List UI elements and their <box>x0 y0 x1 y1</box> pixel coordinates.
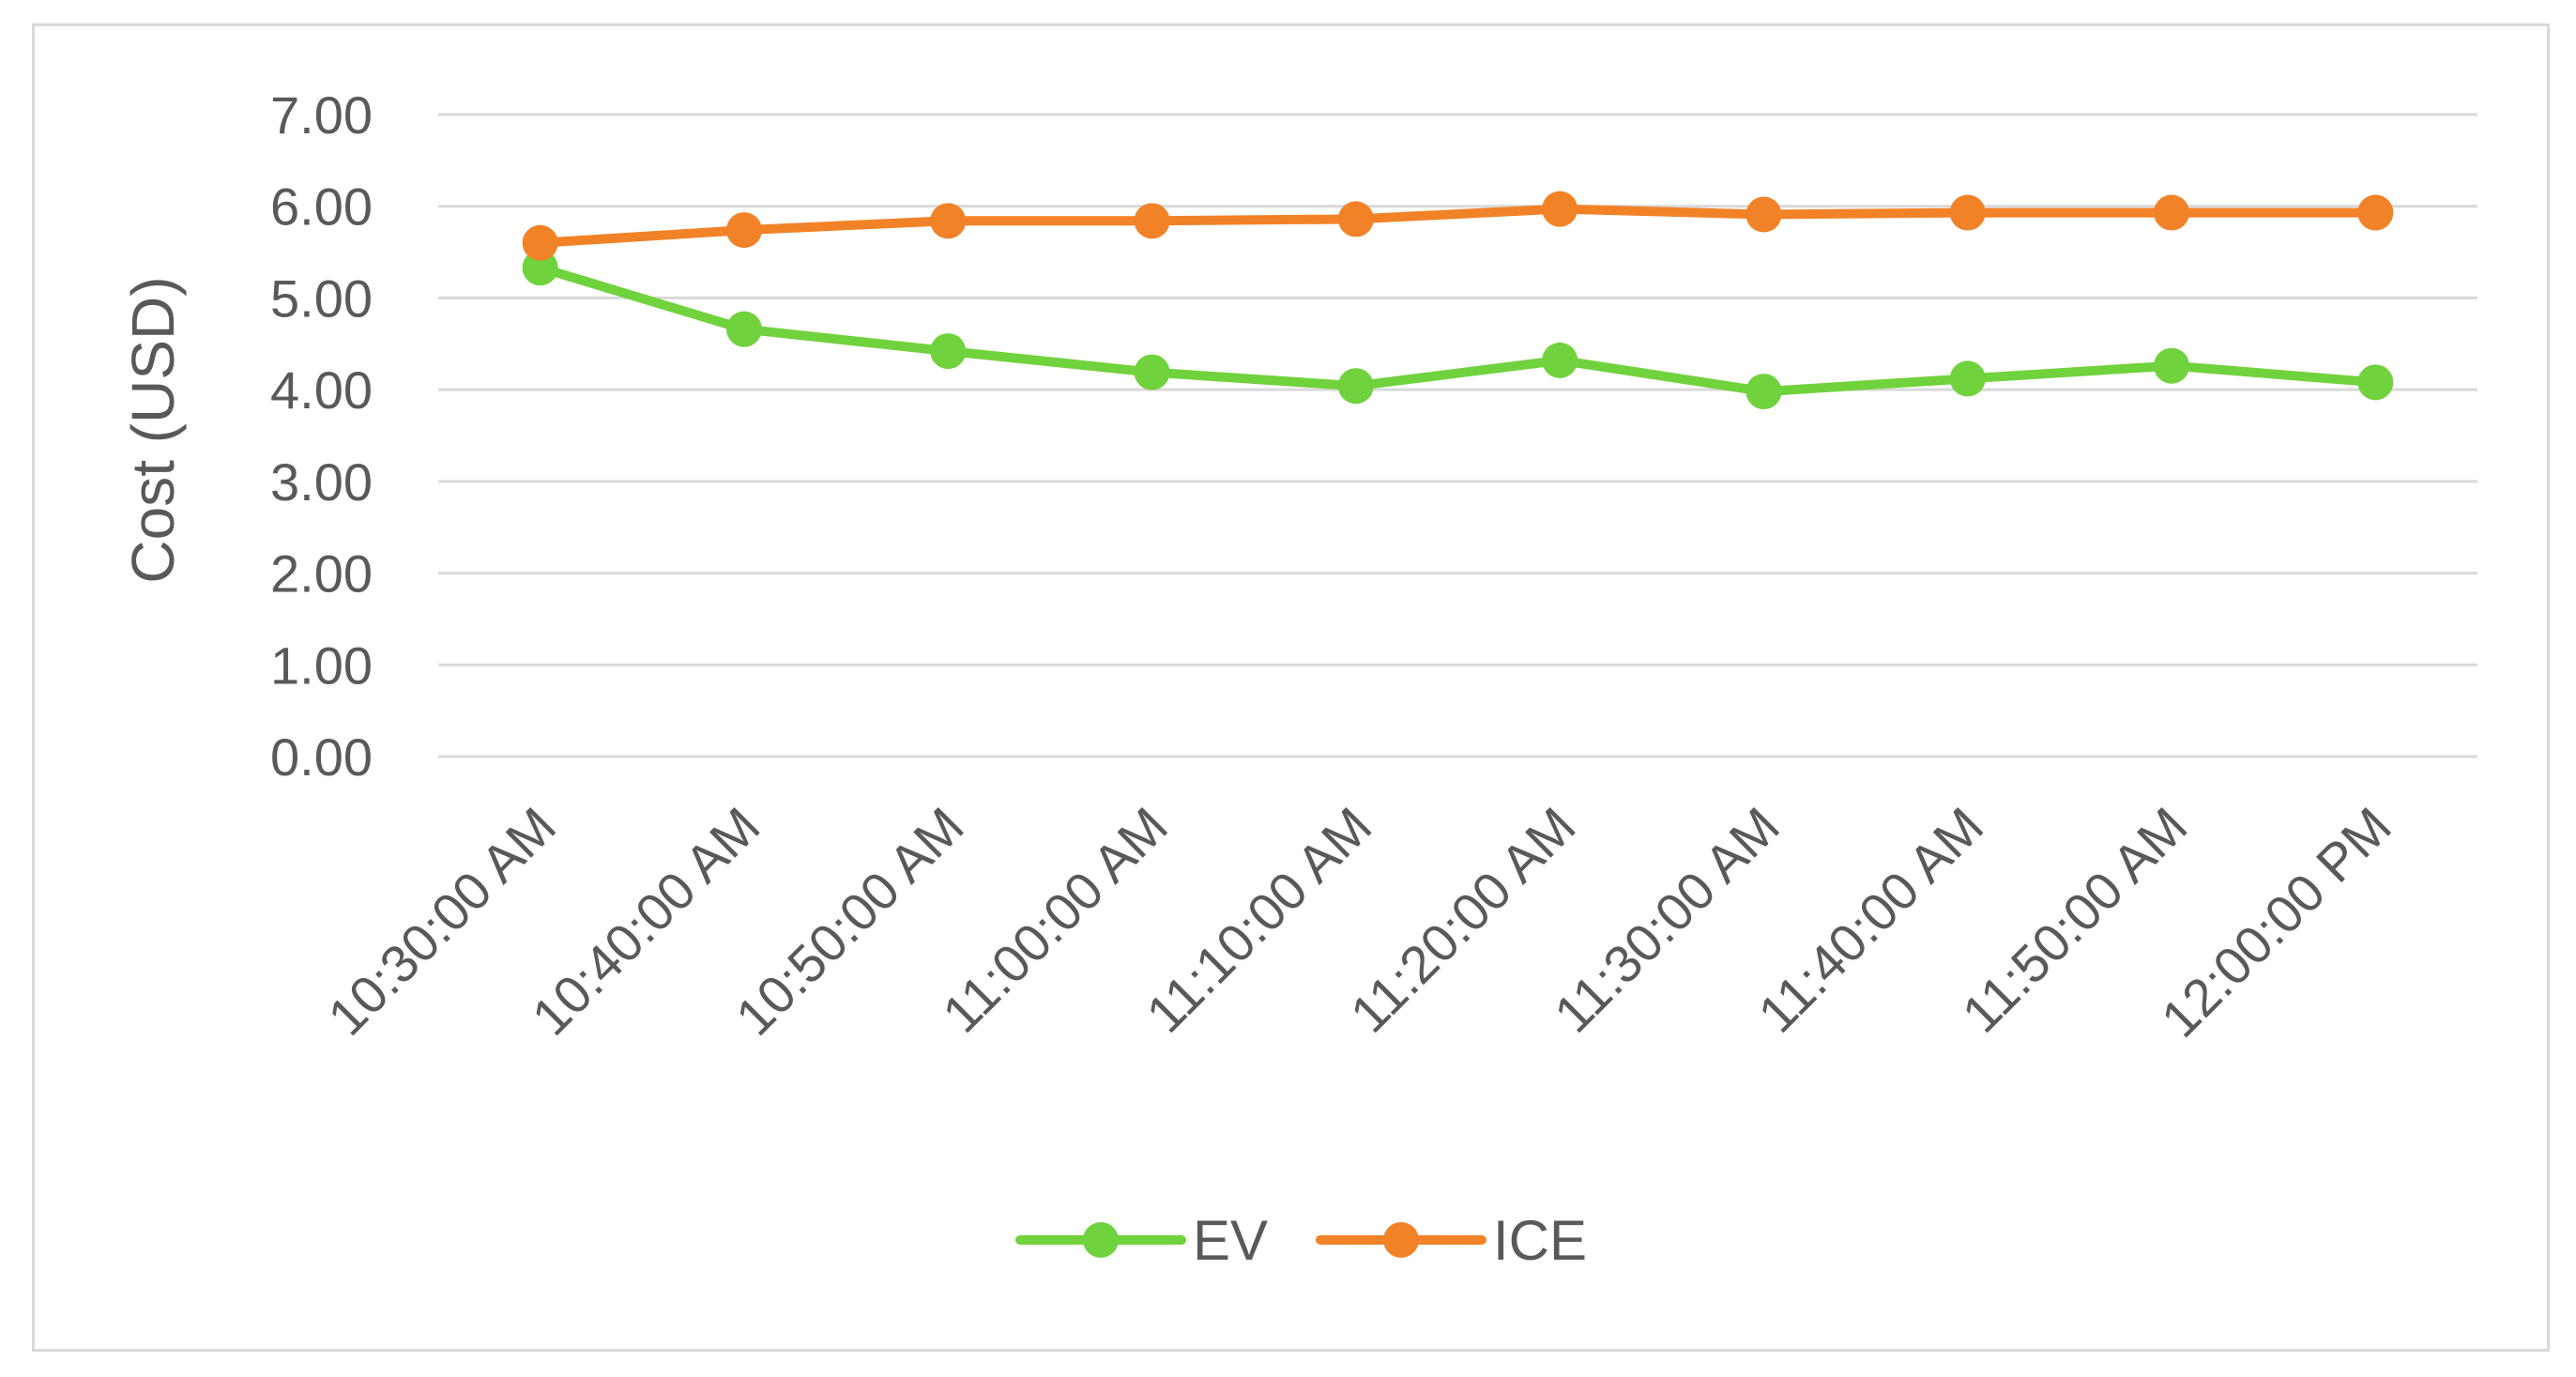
y-tick-label: 2.00 <box>270 544 373 604</box>
legend-label-ev: EV <box>1193 1209 1268 1272</box>
y-tick-label: 1.00 <box>270 635 373 695</box>
y-tick-label: 0.00 <box>270 727 373 787</box>
data-point-ice <box>1542 191 1578 227</box>
data-point-ev <box>1745 374 1782 410</box>
data-point-ev <box>1337 368 1374 405</box>
y-axis-tick-labels: 0.00 1.00 2.00 3.00 4.00 5.00 6.00 7.00 <box>270 85 373 787</box>
legend-label-ice: ICE <box>1493 1209 1587 1272</box>
series-line-ev <box>535 263 2381 397</box>
data-point-ev <box>1949 360 1986 397</box>
line-chart: 0.00 1.00 2.00 3.00 4.00 5.00 6.00 7.00 10:30:0… <box>119 85 2477 1272</box>
series-lines <box>522 191 2394 410</box>
data-point-ice <box>2357 194 2394 231</box>
chart-frame: 0.00 1.00 2.00 3.00 4.00 5.00 6.00 7.00 10:30:0… <box>32 23 2550 1352</box>
data-point-ev <box>725 311 762 347</box>
y-axis-title: Cost (USD) <box>119 276 187 583</box>
data-point-ice <box>1337 201 1374 237</box>
y-tick-label: 3.00 <box>270 452 373 512</box>
data-point-ice <box>725 212 762 249</box>
gridlines <box>438 113 2477 758</box>
y-tick-label: 6.00 <box>270 177 373 237</box>
data-point-ev <box>1542 342 1578 378</box>
y-tick-label: 5.00 <box>270 268 373 328</box>
data-point-ev <box>2154 347 2190 384</box>
legend: EV ICE <box>1015 1209 1587 1272</box>
y-tick-label: 4.00 <box>270 360 373 420</box>
legend-marker-ev <box>1083 1222 1119 1258</box>
series-line-ice <box>535 204 2381 248</box>
y-tick-label: 7.00 <box>270 85 373 145</box>
data-point-ice <box>522 224 558 261</box>
data-point-ev <box>1134 354 1170 390</box>
data-point-ice <box>1745 196 1782 233</box>
data-point-ice <box>1949 194 1986 231</box>
data-point-ice <box>930 203 967 239</box>
data-point-ev <box>2357 364 2394 401</box>
legend-marker-ice <box>1383 1222 1419 1258</box>
data-point-ev <box>522 250 558 286</box>
data-point-ev <box>930 333 967 370</box>
data-point-ice <box>1134 203 1170 239</box>
data-point-ice <box>2154 194 2190 231</box>
